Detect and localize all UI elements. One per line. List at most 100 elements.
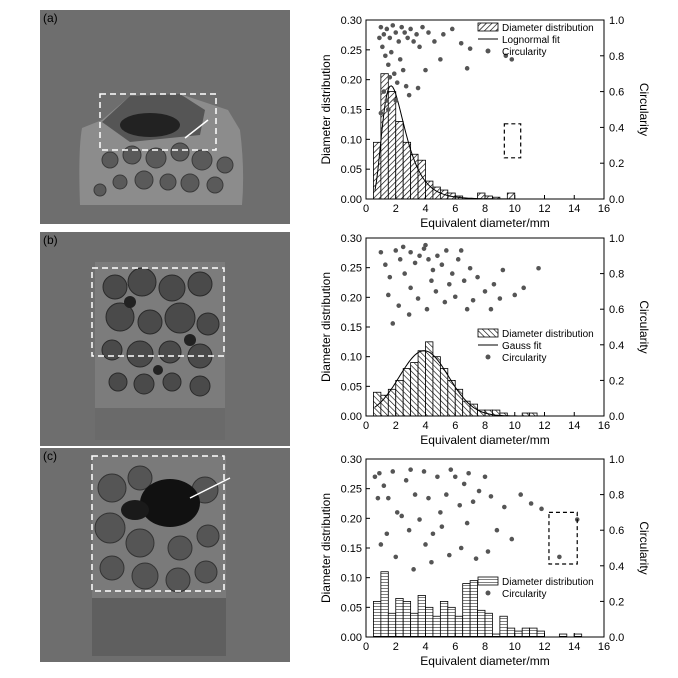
y-tick-label: 0.25 (341, 484, 362, 496)
circularity-point (403, 478, 409, 483)
circularity-point (387, 74, 393, 80)
x-tick-label: 16 (598, 420, 610, 432)
histogram-bar (439, 368, 449, 417)
circularity-point (394, 510, 400, 515)
histogram-bar (410, 612, 419, 638)
y-tick-label: 0.05 (341, 602, 362, 614)
histogram-bar (454, 388, 464, 417)
circularity-point (441, 32, 446, 37)
y2-tick-label: 0.6 (609, 525, 624, 537)
circularity-point (435, 253, 440, 259)
circularity-point (408, 26, 413, 32)
circularity-point (394, 80, 400, 85)
circularity-point (512, 292, 518, 298)
circularity-point (432, 39, 437, 44)
circularity-point (408, 285, 413, 291)
x-axis-label: Equivalent diameter/mm (420, 216, 549, 230)
circularity-point (421, 246, 427, 251)
histogram-bar (499, 615, 508, 638)
x-tick-label: 10 (509, 420, 521, 432)
chart-a: 0 2 4 6 8 10 12 14 16 0.00 0.05 0.10 0.15 0.20 0.25 0.3… (319, 15, 651, 230)
circularity-point (393, 98, 399, 103)
histogram-bar (425, 180, 434, 200)
x-tick-label: 0 (363, 641, 369, 653)
y2-tick-label: 0.6 (609, 304, 624, 316)
circularity-point (464, 66, 470, 71)
circularity-point (482, 289, 488, 294)
y-tick-label: 0.00 (341, 194, 362, 206)
y-tick-label: 0.30 (341, 15, 362, 27)
legend-swatch-circularity (485, 354, 491, 360)
circularity-point (449, 26, 455, 32)
circularity-point (458, 40, 464, 46)
y-tick-label: 0.00 (341, 411, 362, 423)
circularity-point (482, 474, 488, 480)
circularity-point (397, 257, 403, 262)
circularity-point (430, 267, 436, 273)
circularity-point (386, 62, 391, 68)
histogram-bar (410, 362, 419, 417)
circularity-point (467, 265, 473, 271)
circularity-point (390, 23, 396, 28)
circularity-point (488, 306, 494, 312)
y-tick-label: 0.25 (341, 45, 362, 57)
circularity-point (384, 531, 390, 537)
histogram-bar (536, 630, 545, 638)
circularity-point (457, 502, 463, 508)
circularity-point (509, 536, 515, 542)
histogram-bar (425, 606, 434, 638)
circularity-point (377, 35, 382, 41)
circularity-point (430, 531, 436, 537)
circularity-point (426, 257, 431, 262)
y-tick-label: 0.10 (341, 352, 362, 364)
circularity-point (423, 67, 428, 73)
circularity-point (403, 83, 409, 89)
y-tick-label: 0.05 (341, 164, 362, 176)
circularity-point (461, 481, 467, 487)
x-tick-label: 6 (452, 641, 458, 653)
y-tick-label: 0.15 (341, 543, 362, 555)
circularity-point (421, 469, 427, 474)
x-tick-label: 0 (363, 420, 369, 432)
specimen-photo-c (40, 448, 290, 662)
circularity-point (383, 53, 388, 59)
y-tick-label: 0.30 (341, 233, 362, 245)
y2-tick-label: 0.6 (609, 87, 624, 99)
chart-b: 0 2 4 6 8 10 12 14 16 0.00 0.05 0.10 0.15 0.20 0.25 0.3… (319, 233, 651, 447)
histogram-bar (417, 350, 426, 417)
specimen-photo-a (40, 10, 290, 224)
circularity-point (424, 306, 430, 312)
circularity-point (447, 281, 452, 287)
panel-label-c: (c) (43, 449, 57, 463)
circularity-point (391, 71, 397, 76)
circularity-point (447, 552, 452, 558)
circularity-point (449, 271, 455, 276)
circularity-point (390, 321, 396, 326)
y2-tick-label: 0.8 (609, 269, 624, 281)
y2-tick-label: 0.2 (609, 596, 624, 608)
x-tick-label: 2 (393, 203, 399, 215)
circularity-point (372, 474, 378, 480)
circularity-point (455, 257, 461, 262)
legend-label: Circularity (502, 47, 546, 58)
circularity-point (387, 274, 393, 280)
circularity-point (557, 554, 562, 560)
specimen-b-drawing (91, 262, 225, 440)
circularity-point (381, 483, 387, 489)
circularity-point (417, 253, 422, 259)
histogram-bar (439, 601, 449, 638)
circularity-point (438, 510, 443, 515)
x-tick-label: 8 (482, 203, 488, 215)
y2-tick-label: 1.0 (609, 233, 624, 245)
histogram-bar (395, 121, 404, 200)
x-tick-label: 14 (568, 203, 580, 215)
circularity-point (470, 298, 476, 303)
circularity-point (381, 89, 387, 94)
circularity-point (399, 513, 405, 519)
histogram-bar (484, 612, 493, 638)
circularity-point (464, 520, 470, 526)
y-tick-label: 0.20 (341, 513, 362, 525)
circularity-point (400, 67, 406, 73)
y-tick-label: 0.15 (341, 322, 362, 334)
